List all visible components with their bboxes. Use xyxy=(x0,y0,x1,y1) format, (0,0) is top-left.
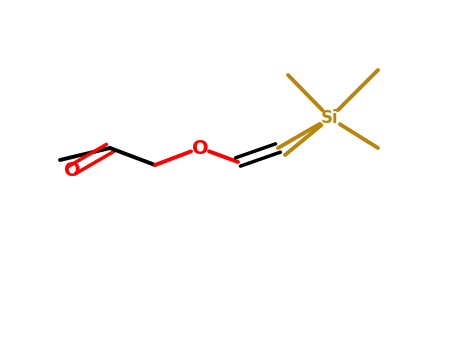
Text: O: O xyxy=(64,161,81,180)
Text: O: O xyxy=(192,139,208,158)
Text: Si: Si xyxy=(321,109,339,127)
